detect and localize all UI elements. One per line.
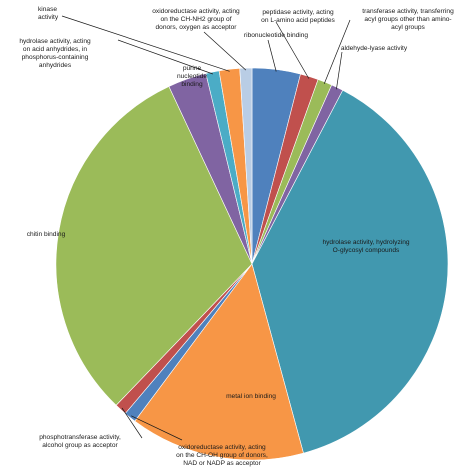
slice-labels: ribonucleotide binding peptidase activity… [19,6,454,467]
leader-line-aldehyde-lyase-activity [336,51,343,90]
slice-label-ribonucleotide-binding: ribonucleotide binding [244,32,308,39]
slice-hydrolase-activity-hydrolyzing-o-glycosyl-compou [251,89,449,454]
slice-label-transferase-activity-transferring-acyl-groups-ot: transferase activity, transferring acyl g… [362,8,454,31]
leader-line-oxidoreductase-activity-acting-on-the-ch-nh2-gro [203,31,247,71]
slice-chitin-binding [55,86,253,406]
slice-oxidoreductase-activity-acting-on-the-ch-nh2-gro [239,67,253,265]
slice-label-aldehyde-lyase-activity: aldehyde-lyase activity [341,45,408,52]
slice-label-kinase-activity: kinase activity [38,6,59,21]
slices-layer [55,67,449,461]
slice-label-metal-ion-binding: metal ion binding [226,393,276,400]
leader-lines [61,15,351,441]
slice-label-phosphotransferase-activity-alcohol-group-as-acc: phosphotransferase activity, alcohol grou… [39,434,121,449]
slice-label-peptidase-activity-acting-on-l-amino-acid-peptid: peptidase activity, acting on L-amino aci… [261,9,335,24]
slice-label-hydrolase-activity-hydrolyzing-o-glycosyl-compou: hydrolase activity, hydrolyzing O-glycosy… [322,239,409,254]
slice-label-chitin-binding: chitin binding [27,231,66,238]
leader-line-hydrolase-activity-acting-on-acid-anhydrides-in- [117,39,214,75]
slice-label-oxidoreductase-activity-acting-on-the-ch-nh2-gro: oxidoreductase activity, acting on the CH… [152,8,240,31]
leader-line-ribonucleotide-binding [267,39,277,72]
slice-metal-ion-binding [134,263,304,461]
slice-label-purine-nucleotide-binding: purine nucleotide binding [177,65,207,88]
leader-line-kinase-activity [61,15,230,72]
slice-label-hydrolase-activity-acting-on-acid-anhydrides-in-: hydrolase activity, acting on acid anhydr… [19,38,91,69]
leader-line-transferase-activity-transferring-acyl-groups-ot [323,19,351,85]
leader-line-phosphotransferase-activity-alcohol-group-as-acc [121,407,143,439]
leader-line-oxidoreductase-activity-acting-on-the-ch-oh-grou [131,415,183,441]
leader-line-peptidase-activity-acting-on-l-amino-acid-peptid [275,21,310,79]
slice-label-oxidoreductase-activity-acting-on-the-ch-oh-grou: oxidoreductase activity, acting on the CH… [176,444,268,467]
